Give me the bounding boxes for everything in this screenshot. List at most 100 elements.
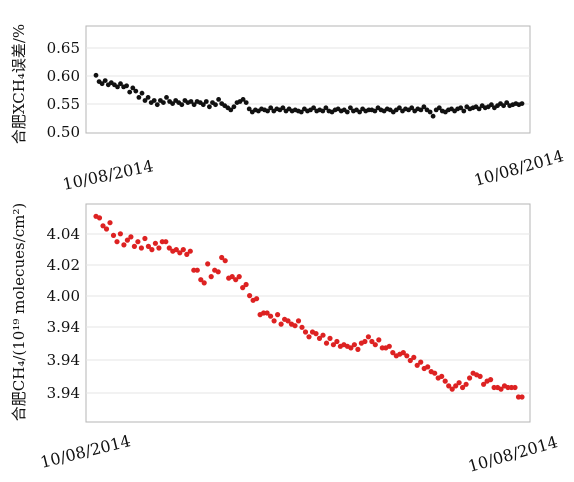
data-point	[121, 242, 127, 248]
data-point	[228, 107, 234, 113]
data-point	[142, 235, 148, 242]
data-point	[201, 280, 207, 286]
data-point	[231, 104, 237, 110]
data-point	[96, 215, 103, 221]
data-point	[476, 106, 482, 112]
data-point	[173, 247, 179, 253]
data-point	[240, 97, 246, 102]
data-point	[117, 231, 123, 237]
data-point	[180, 247, 186, 253]
data-point	[166, 245, 172, 251]
data-point	[292, 323, 298, 329]
data-point	[357, 109, 362, 115]
data-point	[348, 105, 353, 111]
data-point	[131, 243, 137, 249]
data-point	[145, 243, 151, 249]
data-point	[365, 334, 371, 340]
data-point	[467, 375, 473, 381]
data-point	[136, 95, 142, 100]
data-point	[130, 85, 136, 91]
data-point	[280, 105, 286, 111]
data-point	[302, 329, 309, 335]
bottom-y-tick-label: 4.02	[47, 256, 80, 274]
data-point	[323, 340, 330, 346]
data-point	[386, 343, 392, 349]
data-point	[164, 95, 169, 100]
data-point	[127, 89, 133, 95]
data-point	[233, 277, 239, 283]
bottom-y-tick-label: 4.00	[47, 287, 80, 305]
data-point	[313, 331, 319, 337]
data-point	[477, 373, 483, 379]
bottom-panel: 3.94 3.94 3.94 4.00 4.02 4.04 合肥CH₄/(10¹…	[10, 203, 560, 476]
data-point	[207, 104, 212, 110]
data-point	[481, 381, 487, 387]
data-point	[208, 274, 214, 280]
bottom-y-tick-label: 3.94	[47, 318, 80, 336]
bottom-y-axis-label: 合肥CH₄/(10¹⁹ molecues/cm²)	[10, 203, 28, 421]
data-point	[102, 78, 108, 83]
bottom-data-points	[93, 213, 525, 400]
top-y-axis-label: 合肥XCH₄误差/%	[10, 24, 28, 144]
data-point	[203, 99, 209, 104]
data-point	[421, 104, 427, 110]
data-point	[229, 274, 235, 280]
data-point	[400, 350, 406, 356]
bottom-y-tick-labels: 3.94 3.94 3.94 4.00 4.02 4.04	[47, 225, 80, 402]
data-point	[99, 81, 105, 87]
data-point	[330, 342, 336, 348]
data-point	[316, 335, 323, 341]
top-x-start-label: 10/08/2014	[61, 156, 155, 194]
data-point	[236, 274, 242, 280]
data-point	[299, 324, 305, 330]
data-point	[449, 386, 455, 392]
data-point	[418, 107, 424, 113]
data-point	[184, 251, 190, 257]
data-point	[191, 102, 197, 108]
data-point	[407, 357, 413, 364]
data-point	[278, 321, 284, 327]
data-point	[142, 98, 148, 103]
data-point	[355, 346, 361, 352]
data-point	[219, 254, 225, 261]
data-point	[504, 100, 510, 105]
data-point	[264, 310, 270, 316]
data-point	[275, 312, 281, 318]
data-point	[247, 293, 253, 299]
data-point	[128, 234, 134, 240]
data-point	[222, 258, 228, 264]
data-point	[311, 105, 316, 111]
data-point	[240, 285, 246, 291]
data-point	[243, 281, 249, 288]
data-point	[152, 240, 158, 246]
data-point	[138, 245, 144, 251]
data-point	[344, 109, 350, 115]
bottom-gridlines	[86, 233, 530, 394]
data-point	[461, 108, 467, 114]
bottom-y-tick-label: 3.94	[47, 384, 80, 402]
data-point	[397, 105, 402, 111]
data-point	[320, 332, 326, 338]
data-point	[177, 250, 183, 256]
data-point	[216, 97, 222, 102]
bottom-x-start-label: 10/08/2014	[38, 431, 132, 472]
data-point	[139, 90, 145, 96]
data-point	[246, 106, 252, 112]
data-point	[458, 105, 464, 111]
top-y-tick-label: 0.60	[47, 67, 80, 85]
bottom-x-end-label: 10/08/2014	[466, 432, 560, 476]
data-point	[213, 102, 218, 108]
data-point	[439, 373, 445, 379]
data-point	[411, 354, 417, 360]
data-point	[453, 383, 459, 389]
data-point	[188, 99, 194, 104]
data-point	[135, 239, 141, 245]
top-y-tick-label: 0.65	[47, 39, 80, 57]
data-point	[498, 386, 504, 392]
data-point	[118, 81, 123, 87]
data-point	[489, 102, 494, 108]
data-point	[323, 105, 329, 111]
data-point	[151, 98, 157, 103]
